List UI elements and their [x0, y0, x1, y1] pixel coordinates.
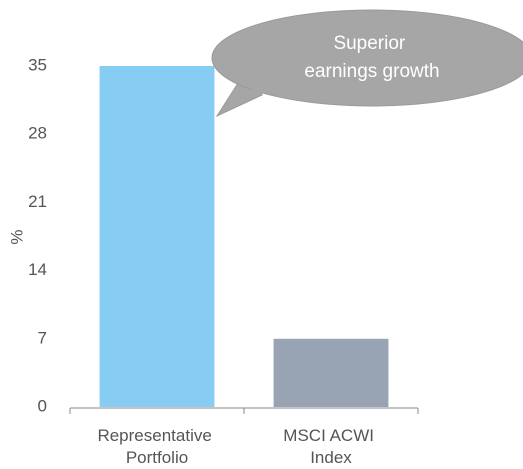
speech-bubble — [211, 9, 523, 107]
y-tick-label: 0 — [38, 396, 47, 415]
y-tick-label: 7 — [38, 328, 47, 347]
x-tick-label: Representative Portfolio — [97, 426, 216, 467]
y-axis-label: % — [7, 229, 26, 244]
bar — [99, 66, 215, 407]
y-tick-label: 14 — [28, 260, 47, 279]
y-tick-label: 21 — [28, 192, 47, 211]
y-tick-label: 35 — [28, 55, 47, 74]
speech-bubble-joint — [238, 80, 270, 95]
annotation: Superior earnings growth — [304, 33, 439, 82]
x-tick-label: MSCI ACWI Index — [283, 426, 378, 467]
y-tick-label: 28 — [28, 124, 47, 143]
bar — [273, 338, 389, 407]
